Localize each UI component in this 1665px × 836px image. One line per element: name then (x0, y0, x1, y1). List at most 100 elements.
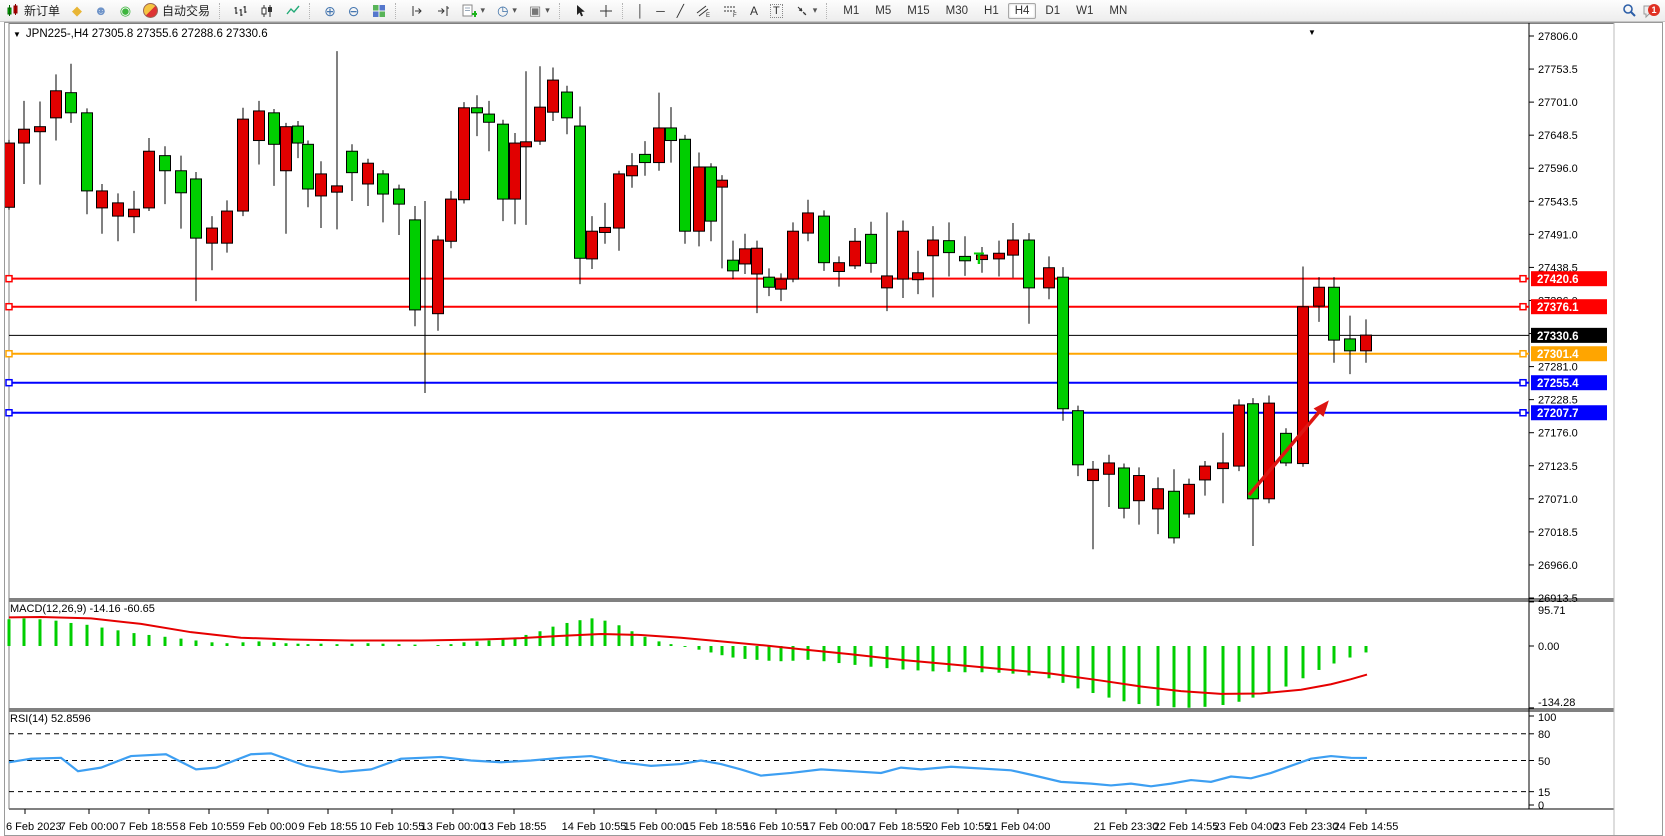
svg-text:27701.0: 27701.0 (1538, 97, 1578, 109)
template-button[interactable]: ▣ ▾ (528, 2, 550, 18)
svg-text:13 Feb 00:00: 13 Feb 00:00 (421, 821, 486, 833)
svg-text:27648.5: 27648.5 (1538, 130, 1578, 142)
svg-text:-134.28: -134.28 (1538, 697, 1575, 709)
svg-text:21 Feb 04:00: 21 Feb 04:00 (986, 821, 1051, 833)
svg-text:16 Feb 10:55: 16 Feb 10:55 (744, 821, 809, 833)
template-icon: ▣ (528, 2, 542, 18)
channel-tool-button[interactable]: E (690, 1, 717, 21)
crosshair-icon (599, 4, 612, 17)
quote-button[interactable]: ◆ (66, 1, 88, 21)
channel-icon: E (696, 5, 710, 18)
search-icon[interactable] (1622, 3, 1637, 18)
rsi-label: RSI(14) 52.8596 (10, 713, 91, 725)
notification-badge: 1 (1648, 3, 1660, 16)
svg-text:23 Feb 04:00: 23 Feb 04:00 (1214, 821, 1279, 833)
candle-chart-button[interactable] (254, 1, 280, 21)
trendline-icon: ╱ (676, 3, 685, 18)
svg-text:27071.0: 27071.0 (1538, 494, 1578, 506)
fibo-tool-button[interactable]: F (717, 1, 744, 21)
zoom-out-icon: ⊖ (347, 2, 360, 19)
svg-text:27491.0: 27491.0 (1538, 229, 1578, 241)
tab-timeframe-m1[interactable]: M1 (843, 4, 860, 17)
tab-timeframe-h1[interactable]: H1 (984, 4, 999, 17)
autotrade-button[interactable]: 自动交易 (137, 1, 216, 21)
svg-text:15 Feb 00:00: 15 Feb 00:00 (624, 821, 689, 833)
svg-text:0.00: 0.00 (1538, 641, 1559, 653)
tab-timeframe-mn[interactable]: MN (1109, 4, 1128, 17)
crosshair-button[interactable] (593, 1, 619, 21)
svg-text:15 Feb 18:55: 15 Feb 18:55 (684, 821, 749, 833)
autotrade-icon (143, 3, 159, 18)
new-order-button[interactable]: 新订单 (0, 1, 66, 21)
bars-chart-button[interactable] (228, 1, 254, 21)
svg-text:26913.5: 26913.5 (1538, 593, 1578, 605)
arrows-tool-button[interactable]: ▾ (789, 1, 824, 21)
tile-windows-icon (372, 4, 385, 17)
cursor-button[interactable] (568, 1, 593, 21)
chart-plot[interactable]: 27806.0 27753.5 27701.0 27648.5 27596.0 27543… (5, 23, 1662, 835)
tab-timeframe-m15[interactable]: M15 (907, 4, 930, 17)
tab-timeframe-w1[interactable]: W1 (1076, 4, 1094, 17)
svg-text:24 Feb 14:55: 24 Feb 14:55 (1334, 821, 1399, 833)
svg-text:▼: ▼ (1308, 28, 1316, 37)
hline-tool-button[interactable]: ─ (650, 1, 671, 21)
zoom-out-button[interactable]: ⊖ (342, 1, 366, 21)
chart-title: ▼ JPN225-,H4 27305.8 27355.6 27288.6 273… (13, 28, 268, 40)
svg-text:E: E (706, 13, 710, 18)
hline-icon: ─ (656, 3, 665, 18)
svg-text:27806.0: 27806.0 (1538, 31, 1578, 43)
period-clock-icon: ◷ (497, 2, 509, 18)
shift-right-button[interactable] (430, 1, 456, 21)
new-order-icon (7, 3, 18, 16)
arrows-icon (797, 6, 807, 15)
vline-tool-button[interactable]: │ (631, 1, 651, 21)
collapse-triangle-icon[interactable]: ▼ (13, 29, 21, 39)
line-chart-button[interactable] (280, 1, 306, 21)
svg-text:9 Feb 00:00: 9 Feb 00:00 (239, 821, 298, 833)
vline-icon: │ (636, 3, 645, 18)
cursor-icon (576, 4, 585, 16)
tab-timeframe-d1[interactable]: D1 (1045, 4, 1061, 17)
candle-chart-icon (261, 4, 273, 17)
svg-text:17 Feb 18:55: 17 Feb 18:55 (864, 821, 929, 833)
tab-timeframe-m30[interactable]: M30 (945, 4, 969, 17)
svg-text:7 Feb 18:55: 7 Feb 18:55 (120, 821, 179, 833)
profile-icon: ☻ (94, 2, 108, 18)
label-tool-button[interactable]: T (764, 1, 789, 21)
tab-timeframe-m5[interactable]: M5 (875, 4, 892, 17)
profile-button[interactable]: ☻ (88, 1, 114, 21)
svg-text:80: 80 (1538, 729, 1550, 741)
svg-text:F: F (733, 13, 737, 18)
notifications[interactable]: 1 (1643, 3, 1661, 19)
svg-text:13 Feb 18:55: 13 Feb 18:55 (482, 821, 547, 833)
signal-button[interactable]: ◉ (114, 1, 137, 21)
svg-text:27753.5: 27753.5 (1538, 64, 1578, 76)
tile-windows-button[interactable] (366, 1, 392, 21)
svg-text:27301.4: 27301.4 (1537, 349, 1579, 361)
text-tool-button[interactable]: A (744, 1, 764, 21)
timeframe-group: M1 M5 M15 M30 H1 H4 D1 W1 MN (835, 0, 1135, 21)
svg-text:50: 50 (1538, 756, 1550, 768)
fibo-icon: F (724, 6, 737, 18)
new-order-label: 新订单 (24, 4, 61, 18)
svg-text:7 Feb 00:00: 7 Feb 00:00 (60, 821, 119, 833)
add-indicator-button[interactable]: ▾ (456, 1, 492, 21)
shift-left-icon (412, 5, 422, 16)
period-button[interactable]: ◷ ▾ (497, 2, 517, 18)
svg-text:27207.7: 27207.7 (1537, 408, 1579, 420)
svg-text:100: 100 (1538, 712, 1556, 724)
shift-left-button[interactable] (404, 1, 430, 21)
svg-text:27228.5: 27228.5 (1538, 395, 1578, 407)
svg-text:17 Feb 00:00: 17 Feb 00:00 (804, 821, 869, 833)
svg-text:23 Feb 23:30: 23 Feb 23:30 (1274, 821, 1339, 833)
svg-text:20 Feb 10:55: 20 Feb 10:55 (926, 821, 991, 833)
svg-text:27018.5: 27018.5 (1538, 527, 1578, 539)
toolbar: 新订单 ◆ ☻ ◉ 自动交易 ⊕ ⊖ ▾ ◷ ▾ ▣ ▾ (0, 0, 1665, 22)
svg-text:27255.4: 27255.4 (1537, 378, 1579, 390)
chart-window: ▼ JPN225-,H4 27305.8 27355.6 27288.6 273… (4, 22, 1663, 836)
zoom-in-button[interactable]: ⊕ (318, 1, 342, 21)
trendline-tool-button[interactable]: ╱ (671, 1, 690, 21)
tab-timeframe-h4[interactable]: H4 (1007, 2, 1037, 19)
zoom-in-icon: ⊕ (324, 2, 336, 19)
add-indicator-icon (462, 4, 477, 17)
